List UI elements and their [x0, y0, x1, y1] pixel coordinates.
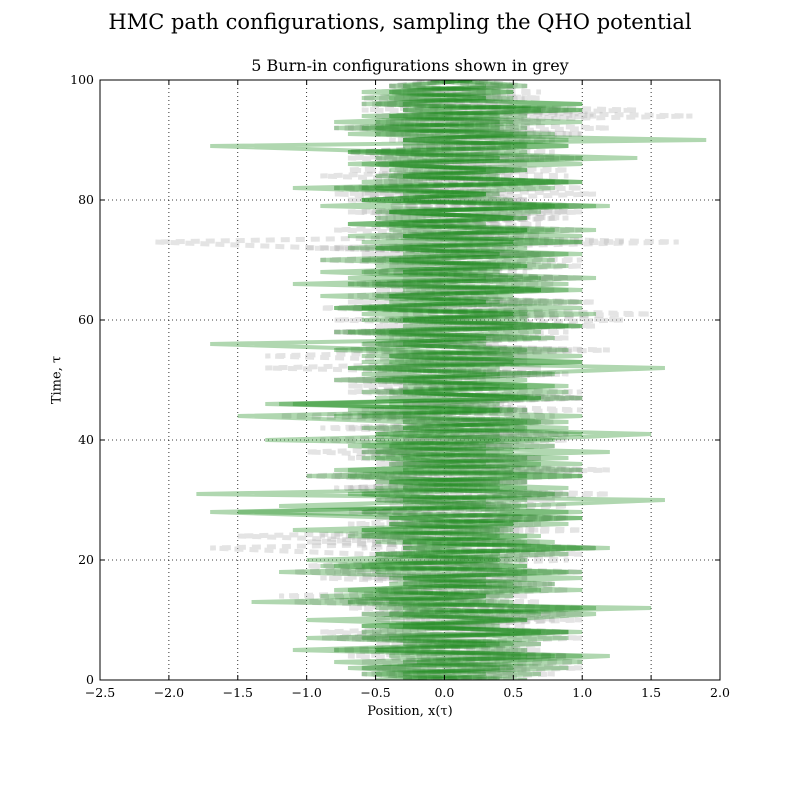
y-tick-label: 0 — [86, 672, 94, 687]
burn-in-path-2 — [292, 80, 679, 680]
burn-in-path-5 — [306, 80, 693, 680]
x-tick-label: −1.0 — [291, 685, 321, 700]
axis-ticks: −2.5 −2.0 −1.5 −1.0 −0.5 0.0 0.5 1.0 1.5 2.0 0 20 40… — [70, 72, 730, 700]
y-tick-label: 100 — [70, 72, 94, 87]
sample-path-9 — [265, 80, 597, 680]
sample-path-7 — [237, 80, 610, 680]
x-tick-label: 0.0 — [434, 685, 454, 700]
x-axis-label: Position, x(τ) — [367, 704, 453, 719]
sample-path-6 — [196, 80, 707, 680]
y-tick-label: 60 — [78, 312, 94, 327]
y-tick-label: 80 — [78, 192, 94, 207]
x-tick-label: −2.0 — [154, 685, 184, 700]
x-tick-label: −2.5 — [85, 685, 115, 700]
burn-in-path-3 — [155, 80, 652, 680]
plot-frame — [99, 79, 721, 681]
y-axis-label: Time, τ — [49, 355, 65, 405]
x-tick-label: 1.0 — [572, 685, 592, 700]
axes-title: 5 Burn-in configurations shown in grey — [251, 56, 569, 75]
figure-title: HMC path configurations, sampling the QH… — [108, 10, 692, 34]
burn-in-path-1 — [237, 80, 624, 680]
x-tick-label: 2.0 — [710, 685, 730, 700]
x-tick-label: 0.5 — [503, 685, 523, 700]
y-tick-label: 20 — [78, 552, 94, 567]
burn-in-path-4 — [265, 80, 583, 680]
sample-path-8 — [237, 80, 610, 680]
x-tick-label: 1.5 — [641, 685, 661, 700]
x-tick-label: −1.5 — [223, 685, 253, 700]
series-layer — [155, 80, 707, 680]
y-tick-label: 40 — [78, 432, 94, 447]
x-tick-label: −0.5 — [360, 685, 390, 700]
grid-lines — [100, 80, 720, 680]
sample-path-10 — [292, 80, 583, 680]
